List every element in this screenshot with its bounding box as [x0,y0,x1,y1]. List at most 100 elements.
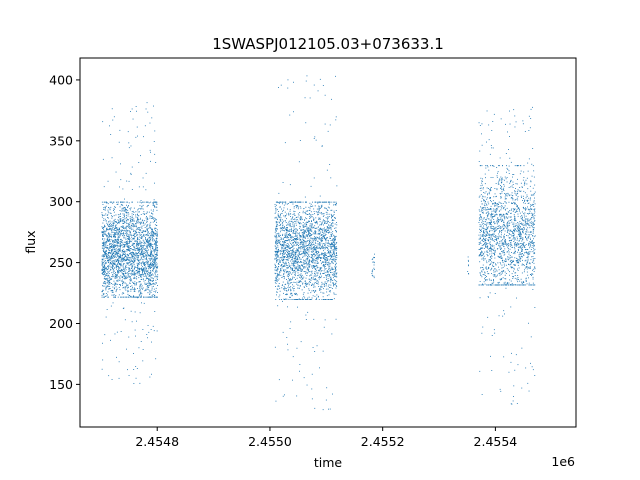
data-point [109,235,111,237]
data-point [146,217,148,219]
data-point [305,237,306,239]
data-point [335,271,336,273]
data-point [283,254,285,255]
data-point [277,256,279,258]
data-point [152,235,154,237]
data-point [125,277,127,278]
data-point [136,249,138,251]
data-point [145,240,147,242]
data-point [290,293,292,295]
data-point [287,274,289,276]
data-point [278,285,280,287]
data-point [141,250,143,252]
data-point [293,242,294,244]
data-point [106,269,108,271]
data-point [112,262,114,264]
data-point [133,289,135,290]
data-point [115,221,116,223]
data-point [300,216,301,218]
data-point [156,253,158,255]
data-point [293,244,295,246]
data-point [329,250,331,252]
data-point [332,280,334,281]
data-point [138,347,140,349]
data-point [124,217,126,219]
data-point [155,245,157,247]
data-point [276,209,278,211]
data-point [139,228,140,230]
data-point [135,335,136,337]
data-point [123,281,124,283]
data-point [319,242,320,244]
data-point [325,299,327,300]
data-point [321,247,323,249]
data-point [133,259,135,261]
data-point [111,231,113,233]
data-point [301,277,303,278]
data-point [141,205,143,207]
data-point [288,276,289,278]
data-point [140,245,142,247]
data-point [308,289,310,291]
data-point [111,250,113,252]
data-point [133,262,135,263]
data-point [146,246,148,248]
data-point [106,241,107,243]
data-point [331,242,333,244]
data-point [131,225,132,227]
data-point [283,274,285,275]
data-point [151,234,153,235]
data-point [312,266,314,268]
data-point [298,265,300,266]
data-point [137,135,138,137]
data-point [285,241,286,243]
data-point [137,239,139,241]
data-point [143,248,145,250]
data-point [329,275,330,277]
data-point [333,238,335,240]
data-point [285,269,287,271]
data-point [108,232,110,234]
data-point [306,247,308,249]
data-point [303,261,305,263]
data-point [314,255,316,257]
data-point [326,274,328,276]
data-point [118,141,120,143]
data-point [275,243,277,245]
data-point [148,236,150,238]
data-point [318,217,320,219]
data-point [129,248,130,250]
data-point [139,222,141,224]
data-point [136,258,138,260]
data-point [131,296,133,298]
data-point [106,228,107,230]
data-point [312,265,314,266]
data-point [293,271,295,273]
data-point [140,283,142,285]
data-point [113,280,115,282]
data-point [152,256,154,257]
data-point [288,251,290,252]
data-point [125,241,127,243]
data-point [275,247,277,249]
data-point [108,375,110,377]
data-point [320,234,322,236]
data-point [105,267,107,269]
data-point [124,244,126,246]
data-point [155,240,157,242]
data-point [129,259,131,261]
data-point [126,244,128,245]
data-point [120,220,122,222]
data-point [301,241,303,243]
data-point [102,234,104,235]
data-point [313,252,315,254]
data-point [305,80,307,82]
data-point [290,202,291,203]
data-point [125,273,127,274]
data-point [321,228,322,230]
data-point [281,259,283,261]
data-point [304,283,306,285]
data-point [122,259,124,261]
data-point [128,205,129,206]
data-point [147,325,149,326]
